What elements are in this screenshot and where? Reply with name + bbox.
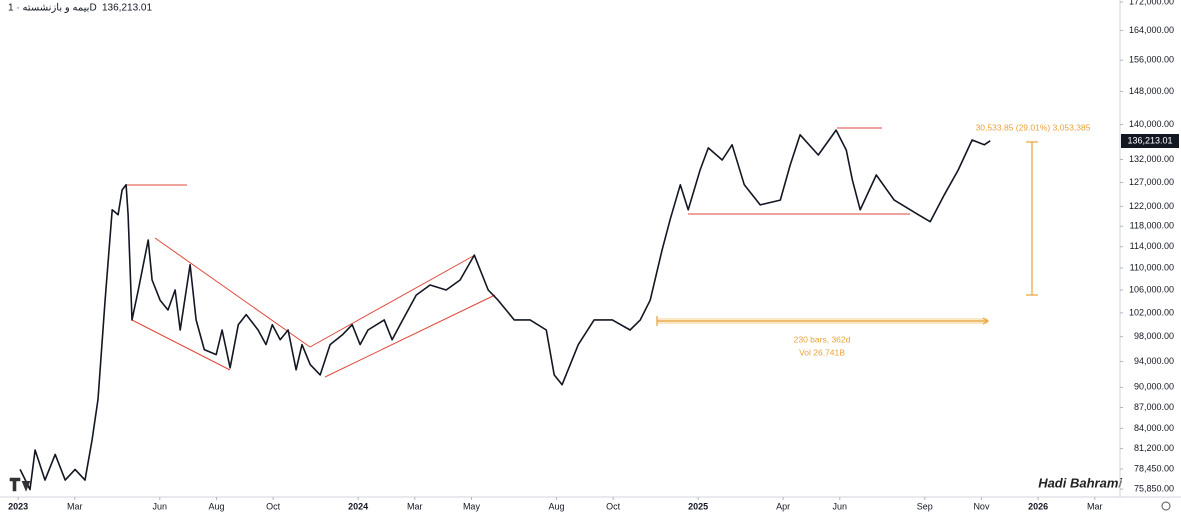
volume-label: Vol 26.741B (799, 347, 845, 357)
x-tick-label: May (463, 501, 481, 511)
y-tick-label: 81,200.00 (1134, 443, 1174, 453)
x-tick-label: Aug (548, 501, 564, 511)
date-range-label: 230 bars, 362d (794, 334, 851, 344)
y-tick-label: 127,000.00 (1129, 177, 1174, 187)
y-tick-label: 102,000.00 (1129, 307, 1174, 317)
y-tick-label: 122,000.00 (1129, 201, 1174, 211)
y-tick-label: 98,000.00 (1134, 331, 1174, 341)
y-tick-label: 87,000.00 (1134, 402, 1174, 412)
y-tick-label: 164,000.00 (1129, 25, 1174, 35)
y-tick-label: 114,000.00 (1130, 241, 1174, 251)
y-tick-label: 172,000.00 (1129, 0, 1174, 6)
x-tick-label: Nov (973, 501, 990, 511)
x-tick-label: Mar (67, 501, 83, 511)
header-price: 136,213.01 (102, 3, 152, 14)
x-tick-label: 2024 (348, 501, 368, 511)
author-signature: Hadi Bahrami (1038, 475, 1122, 490)
x-tick-label: Oct (606, 501, 621, 511)
settings-icon[interactable] (1161, 501, 1171, 511)
x-tick-label: Jun (153, 501, 168, 511)
y-tick-label: 118,000.00 (1130, 221, 1174, 231)
x-tick-label: Apr (776, 501, 790, 511)
x-tick-label: Mar (407, 501, 423, 511)
x-tick-label: 2023 (8, 501, 28, 511)
plot: 172,000.00 164,000.00 156,000.00 148,000.00… (8, 0, 1174, 511)
trend-line (309, 254, 476, 348)
x-tick-label: Aug (208, 501, 224, 511)
x-tick-label: Sep (917, 501, 933, 511)
x-tick-label: Oct (266, 501, 281, 511)
y-tick-label: 90,000.00 (1134, 382, 1174, 392)
chart-title: بیمه و بازنشسته · 1D (8, 3, 97, 14)
y-tick-label: 78,450.00 (1134, 463, 1174, 473)
y-tick-label: 75,850.00 (1134, 483, 1174, 493)
measure-tools (656, 141, 1038, 326)
x-tick-label: Mar (1087, 501, 1103, 511)
date-range-arrow (982, 317, 990, 325)
y-tick-label: 110,000.00 (1130, 262, 1174, 272)
price-line (19, 129, 991, 491)
y-tick-label: 140,000.00 (1129, 119, 1174, 129)
trend-line (324, 294, 496, 378)
y-tick-label: 132,000.00 (1129, 154, 1174, 164)
price-tag (1121, 134, 1179, 148)
trend-line (131, 319, 231, 371)
x-tick-label: 2026 (1028, 501, 1048, 511)
x-tick-label: Jun (833, 501, 848, 511)
x-tick-label: 2025 (688, 501, 708, 511)
y-tick-label: 106,000.00 (1129, 284, 1174, 294)
price-tag-label: 136,213.01 (1127, 135, 1172, 145)
drawings (126, 127, 910, 378)
trend-line (154, 237, 311, 348)
logo (9, 477, 31, 492)
y-tick-label: 84,000.00 (1134, 423, 1174, 433)
price-range-label: 30,533.85 (29.01%) 3,053,385 (976, 122, 1091, 132)
y-tick-label: 148,000.00 (1129, 86, 1174, 96)
y-tick-label: 156,000.00 (1129, 55, 1174, 65)
y-tick-label: 94,000.00 (1134, 356, 1174, 366)
